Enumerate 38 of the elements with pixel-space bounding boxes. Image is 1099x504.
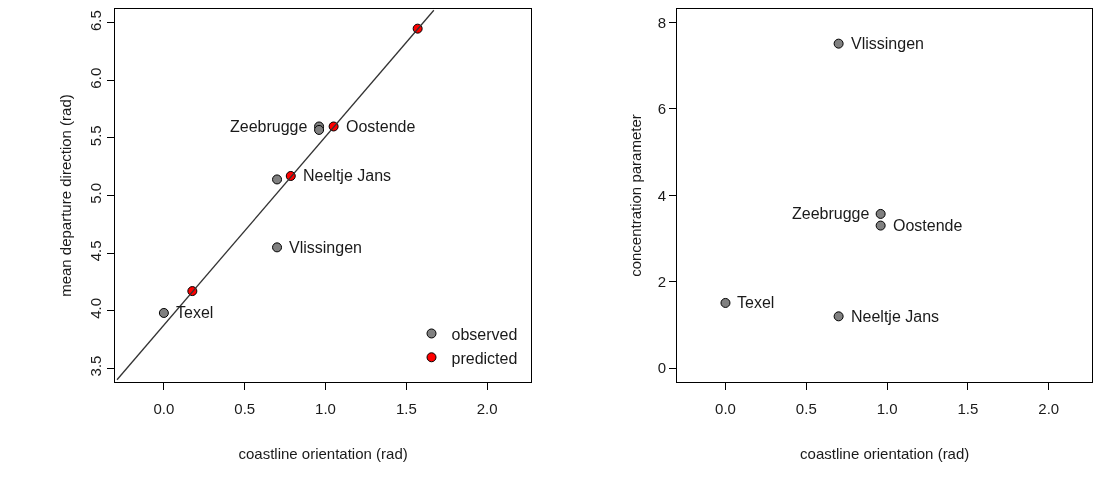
x-tick-label: 1.5 [395, 400, 417, 418]
y-tick-label: 4 [657, 186, 666, 204]
annotation: Zeebrugge [792, 205, 870, 222]
y-tick-label: 3.5 [87, 355, 105, 377]
x-tick-label: 1.5 [957, 400, 979, 418]
annotation: Zeebrugge [230, 118, 308, 135]
x-tick-label: 0.0 [153, 400, 175, 418]
x-tick-label: 2.0 [476, 400, 498, 418]
x-axis-title: coastline orientation (rad) [238, 445, 408, 463]
annotation: Vlissingen [851, 35, 924, 52]
annotation: Oostende [893, 217, 963, 234]
y-axis-title: mean departure direction (rad) [56, 94, 74, 297]
annotation: Neeltje Jans [303, 167, 392, 184]
y-tick-label: 2 [657, 273, 666, 291]
y-tick-label: 8 [657, 13, 666, 31]
y-axis-title: concentration parameter [626, 114, 644, 277]
y-tick-label: 4.0 [87, 297, 105, 319]
annotation: Vlissingen [289, 239, 362, 256]
legend-label: predicted [451, 349, 518, 367]
annotation: Texel [176, 304, 214, 321]
x-tick-label: 0.5 [795, 400, 817, 418]
annotation: Texel [737, 294, 775, 311]
x-tick-label: 1.0 [315, 400, 336, 418]
annotation: Oostende [346, 118, 416, 135]
x-tick-label: 0.0 [715, 400, 736, 418]
y-tick-label: 6.5 [87, 10, 105, 32]
y-tick-label: 6 [657, 100, 666, 118]
y-tick-label: 0 [657, 359, 666, 377]
y-tick-label: 5.0 [87, 182, 105, 204]
legend-label: observed [451, 325, 518, 343]
y-tick-label: 6.0 [87, 67, 105, 89]
y-tick-label: 4.5 [87, 240, 105, 262]
x-axis-title: coastline orientation (rad) [800, 445, 970, 463]
annotation: Neeltje Jans [851, 308, 940, 325]
y-tick-label: 5.5 [87, 125, 105, 147]
x-tick-label: 0.5 [234, 400, 256, 418]
x-tick-label: 2.0 [1038, 400, 1060, 418]
x-tick-label: 1.0 [876, 400, 898, 418]
